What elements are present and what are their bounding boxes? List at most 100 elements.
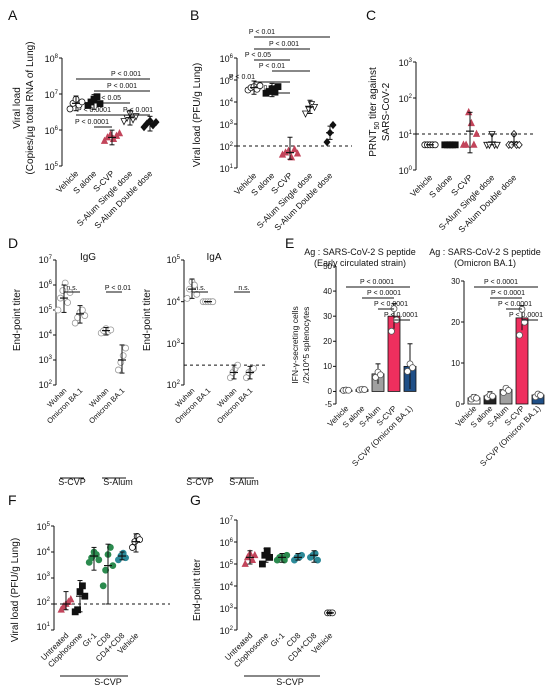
- p-value: P < 0.001: [123, 107, 153, 114]
- significance-label: n.s.: [194, 285, 205, 292]
- panel-label-d: D: [8, 235, 18, 251]
- data-point: [361, 386, 368, 393]
- data-point: [251, 550, 259, 559]
- data-point: [537, 392, 544, 399]
- data-point: [100, 136, 109, 144]
- p-value: P < 0.0001: [491, 290, 525, 297]
- group-label: S-CVP: [186, 477, 214, 487]
- data-point: [67, 595, 75, 603]
- data-point: [467, 118, 475, 127]
- group-label: S-CVP: [276, 677, 304, 687]
- data-point: [329, 120, 337, 130]
- ytick: 104: [167, 297, 181, 307]
- data-point: [516, 331, 523, 339]
- ytick: 104: [220, 98, 234, 108]
- ytick: 103: [399, 58, 413, 68]
- panel-f-yticks: 101 102 103 104 105: [37, 522, 51, 632]
- data-point: [507, 140, 515, 149]
- panel-label-c: C: [366, 7, 376, 23]
- panel-label-f: F: [8, 492, 17, 508]
- ytick: 102: [37, 597, 51, 607]
- panel-c-ylabel-1: PRNT50 titer against: [368, 67, 381, 157]
- x-tick-label: Gr-1: [269, 631, 287, 649]
- panel-b-yticks: 101 102 103 104 105 106: [220, 54, 234, 174]
- ytick: 103: [220, 604, 234, 614]
- panel-d-title-iga: IgA: [206, 252, 221, 263]
- p-value: P < 0.01: [259, 63, 285, 70]
- p-value: P < 0.0001: [75, 119, 109, 126]
- ytick: 103: [167, 339, 181, 349]
- panel-e2-title-2: (Omicron BA.1): [454, 258, 516, 268]
- ytick: 108: [45, 54, 59, 64]
- p-value: P < 0.0001: [384, 312, 418, 319]
- panel-c-ylabel-2: SARS-CoV-2: [381, 82, 392, 141]
- ytick: 40: [323, 287, 332, 296]
- data-point: [120, 118, 128, 126]
- p-value: P < 0.0001: [360, 279, 394, 286]
- data-point: [122, 344, 129, 352]
- data-point: [515, 140, 523, 149]
- ytick: 102: [167, 380, 181, 390]
- data-point: [283, 551, 291, 559]
- panel-e-title-2: (Early circulated strain): [314, 258, 406, 268]
- panel-c: PRNT50 titer against SARS-CoV-2 100 101 …: [368, 58, 413, 176]
- ytick: 0: [328, 387, 333, 396]
- data-point: [79, 582, 86, 590]
- ytick: 20: [451, 318, 460, 327]
- data-point: [314, 556, 322, 564]
- panel-a-yticks: 105 106 107 108: [45, 54, 59, 172]
- panel-g: End-point titer 102 103 104 105 106 107 …: [192, 516, 304, 687]
- data-point: [79, 306, 86, 314]
- ytick: 104: [37, 547, 51, 557]
- p-value: P < 0.01: [249, 29, 275, 36]
- group-label: S-Alum: [103, 477, 133, 487]
- panel-g-yticks: 102 103 104 105 106 107: [220, 516, 234, 636]
- ytick: 105: [220, 560, 234, 570]
- ytick: 104: [39, 330, 53, 340]
- data-point: [409, 364, 416, 372]
- panel-d-ylabel: End-point titer: [12, 288, 23, 351]
- ytick: 10: [323, 362, 332, 371]
- p-value: P < 0.001: [111, 71, 141, 78]
- data-point: [241, 559, 249, 567]
- data-point: [99, 582, 107, 590]
- ytick: 106: [45, 126, 59, 136]
- significance-label: n.s.: [66, 285, 77, 292]
- panel-label-a: A: [8, 7, 18, 23]
- ytick: 105: [39, 305, 53, 315]
- data-point: [96, 100, 104, 108]
- data-point: [323, 138, 331, 147]
- data-point: [293, 149, 302, 157]
- panel-a-ylabel-2: (Copies/µg total RNA of Lung): [25, 41, 36, 174]
- ytick: 102: [399, 94, 413, 104]
- data-point: [290, 145, 299, 153]
- data-point: [377, 371, 384, 379]
- ytick: 106: [220, 54, 234, 64]
- p-value: P < 0.001: [269, 41, 299, 48]
- data-point: [521, 318, 528, 326]
- data-point: [71, 319, 79, 327]
- group-label: S-CVP: [58, 477, 86, 487]
- panel-e-yticks: -5 0 10 20 30 40 50 0 10 20 30: [323, 262, 460, 409]
- data-point: [64, 299, 71, 306]
- data-point: [115, 128, 124, 137]
- data-point: [505, 386, 512, 394]
- p-value: P < 0.0001: [367, 290, 401, 297]
- ytick: 107: [45, 90, 59, 100]
- panel-a: Viral load (Copies/µg total RNA of Lung)…: [12, 41, 153, 174]
- panel-e-title-1: Ag : SARS-CoV-2 S peptide: [304, 247, 416, 257]
- panel-c-yticks: 100 101 102 103: [399, 58, 413, 176]
- data-point: [102, 566, 109, 574]
- data-point: [190, 281, 198, 289]
- data-point: [472, 129, 481, 137]
- ytick: 100: [399, 166, 413, 176]
- significance-label: n.s.: [238, 285, 249, 292]
- data-point: [74, 606, 81, 614]
- ytick: 103: [37, 572, 51, 582]
- ytick: 105: [37, 522, 51, 532]
- p-value: P < 0.0001: [509, 312, 543, 319]
- ytick: 10: [451, 359, 460, 368]
- p-value: P < 0.01: [229, 74, 255, 81]
- data-point: [66, 105, 74, 113]
- data-point: [95, 556, 103, 564]
